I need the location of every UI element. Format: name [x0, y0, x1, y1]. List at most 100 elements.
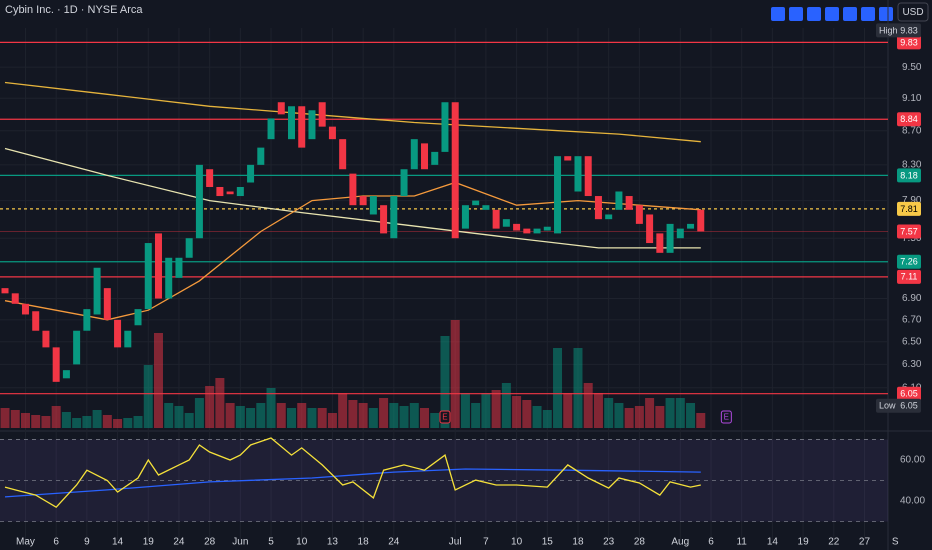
price-label: 8.84 — [900, 114, 918, 124]
volume-bar — [471, 403, 481, 428]
candle-body — [431, 151, 439, 165]
volume-bar — [246, 408, 256, 428]
x-tick-label: 10 — [296, 537, 308, 548]
candle-body — [676, 228, 684, 239]
event-box — [439, 410, 451, 424]
candles — [1, 102, 705, 382]
candle-body — [625, 196, 633, 210]
x-tick-label: S — [892, 537, 899, 548]
x-tick-label: 23 — [603, 537, 615, 548]
volume-bar — [82, 416, 92, 428]
volume-bar — [205, 386, 215, 428]
candle-body — [554, 156, 562, 234]
candle-body — [277, 102, 285, 115]
x-tick-label: May — [16, 537, 35, 548]
candle-body — [257, 147, 265, 165]
volume-bar — [102, 415, 112, 428]
x-tick-label: 14 — [112, 537, 124, 548]
candle-body — [93, 267, 101, 315]
candle-body — [185, 238, 193, 258]
volume-bar — [225, 403, 235, 428]
event-box — [720, 410, 732, 424]
x-tick-label: 7 — [483, 537, 489, 548]
volume-bar — [583, 383, 593, 428]
currency[interactable]: USD — [902, 7, 923, 18]
volume-bar — [31, 415, 41, 428]
price-label: 7.11 — [901, 272, 918, 282]
volume-bar — [307, 408, 317, 428]
volume-bar — [20, 413, 30, 428]
candle-body — [615, 191, 623, 210]
low-tag-value: 6.05 — [900, 401, 918, 411]
x-tick-label: 5 — [268, 537, 274, 548]
volume-bar — [338, 393, 348, 428]
y-tick-label: 6.70 — [902, 314, 922, 325]
y-tick-label: 7.90 — [902, 195, 922, 206]
candle-body — [267, 118, 275, 140]
volume-bar — [194, 398, 204, 428]
x-tick-label: 18 — [572, 537, 584, 548]
candle-body — [144, 243, 152, 310]
volume-bar — [51, 406, 61, 428]
candle-body — [83, 309, 91, 331]
volume-bar — [542, 410, 552, 428]
volume-bar — [593, 393, 603, 428]
candle-body — [73, 330, 81, 365]
volume-bar — [440, 336, 450, 428]
volume-bar — [317, 408, 327, 428]
y-tick-label: 6.90 — [902, 293, 922, 304]
volume-bar — [460, 393, 470, 428]
volume-bar — [72, 418, 82, 428]
price-label: 7.57 — [900, 226, 918, 236]
x-tick-label: 19 — [143, 537, 155, 548]
candle-body — [656, 233, 664, 253]
candle-body — [318, 102, 326, 127]
candle-body — [574, 156, 582, 192]
candle-body — [1, 288, 9, 294]
moving-average — [4, 81, 701, 143]
tool-button[interactable] — [879, 7, 893, 21]
candle-body — [451, 102, 459, 239]
candle-body — [226, 191, 234, 195]
price-label-box — [897, 269, 921, 284]
x-tick-label: 24 — [388, 537, 400, 548]
x-tick-label: 18 — [358, 537, 370, 548]
candle-body — [697, 209, 705, 232]
volume-bar — [379, 398, 389, 428]
price-label: 7.26 — [900, 257, 918, 267]
x-tick-label: 15 — [542, 537, 554, 548]
candle-body — [124, 330, 132, 348]
volume-bar — [61, 412, 71, 428]
volume-bar — [430, 413, 440, 428]
volume-bar — [491, 390, 501, 428]
toolbar[interactable] — [771, 7, 893, 21]
candle-body — [687, 223, 695, 229]
tool-button[interactable] — [825, 7, 839, 21]
volume-bar — [532, 406, 542, 428]
volume-bar — [327, 413, 337, 428]
candle-body — [216, 186, 224, 197]
tool-button[interactable] — [843, 7, 857, 21]
y-tick-label: 9.50 — [902, 62, 922, 73]
candle-body — [533, 228, 541, 234]
candle-body — [502, 219, 510, 227]
overlays — [4, 81, 701, 321]
candle-body — [52, 347, 60, 382]
candle-body — [635, 205, 643, 224]
volume-bar — [133, 416, 143, 428]
tool-button[interactable] — [807, 7, 821, 21]
candle-body — [21, 303, 29, 315]
volume-bar — [215, 378, 225, 428]
currency-button[interactable] — [897, 2, 929, 22]
x-tick-label: 9 — [84, 537, 90, 548]
high-tag-label: High — [879, 25, 898, 35]
tool-button[interactable] — [789, 7, 803, 21]
low-tag-label: Low — [879, 401, 896, 411]
chart-title: Cybin Inc. · 1D · NYSE Arca — [5, 4, 143, 16]
tool-button[interactable] — [771, 7, 785, 21]
candle-body — [42, 330, 50, 348]
tool-button[interactable] — [861, 7, 875, 21]
candle-body — [11, 293, 19, 304]
volume-bar — [266, 388, 276, 428]
volume-bar — [614, 403, 624, 428]
